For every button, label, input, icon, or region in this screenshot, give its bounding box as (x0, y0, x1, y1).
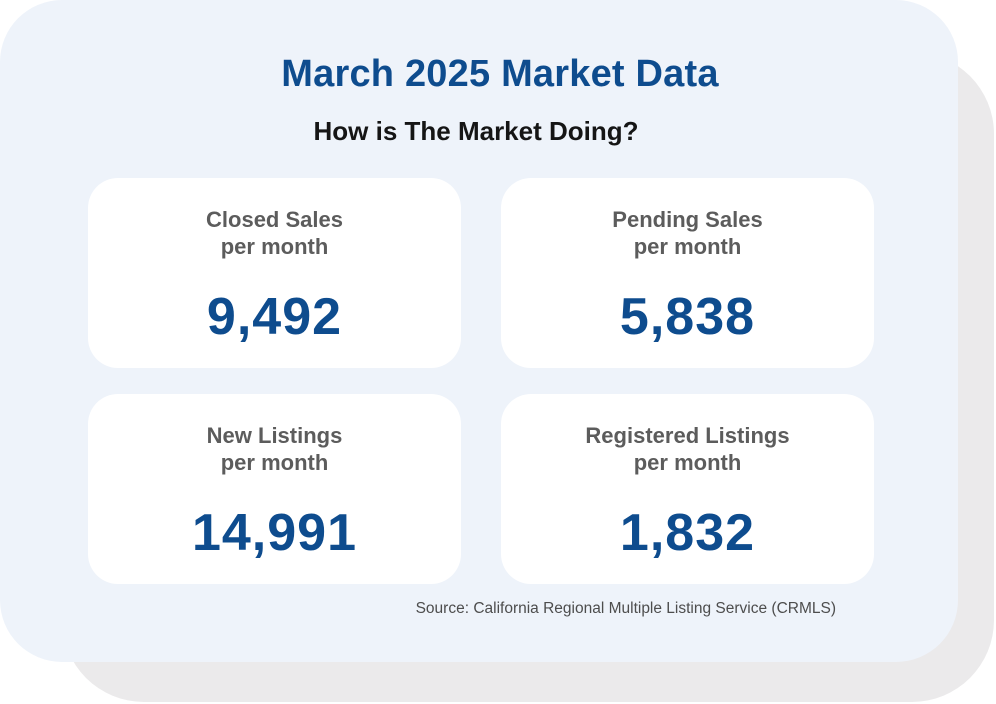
stat-label: Pending Sales per month (501, 206, 874, 260)
stat-label-line2: per month (633, 450, 742, 475)
page-title: March 2025 Market Data (281, 53, 719, 95)
source-citation: Source: California Regional Multiple Lis… (415, 600, 836, 617)
page-subtitle: How is The Market Doing? (313, 116, 639, 146)
stat-value: 5,838 (619, 288, 756, 346)
stat-value: 14,991 (191, 504, 358, 562)
stat-card-pending-sales: Pending Sales per month 5,838 (501, 178, 874, 368)
stat-label-line1: Registered Listings (585, 423, 790, 448)
stat-label: Closed Sales per month (88, 206, 461, 260)
stat-card-closed-sales: Closed Sales per month 9,492 (88, 178, 461, 368)
stat-card-new-listings: New Listings per month 14,991 (88, 394, 461, 584)
stat-label: New Listings per month (88, 422, 461, 476)
stat-card-registered-listings: Registered Listings per month 1,832 (501, 394, 874, 584)
stat-label-line2: per month (633, 234, 742, 259)
stat-value: 1,832 (619, 504, 756, 562)
stat-label-line1: Closed Sales (206, 207, 343, 232)
stat-value: 9,492 (206, 288, 343, 346)
stat-label-line1: Pending Sales (612, 207, 763, 232)
stat-label-line2: per month (220, 234, 329, 259)
stat-label-line2: per month (220, 450, 329, 475)
stat-label: Registered Listings per month (501, 422, 874, 476)
market-data-card: March 2025 Market Data How is The Market… (0, 0, 958, 662)
stat-label-line1: New Listings (206, 423, 343, 448)
